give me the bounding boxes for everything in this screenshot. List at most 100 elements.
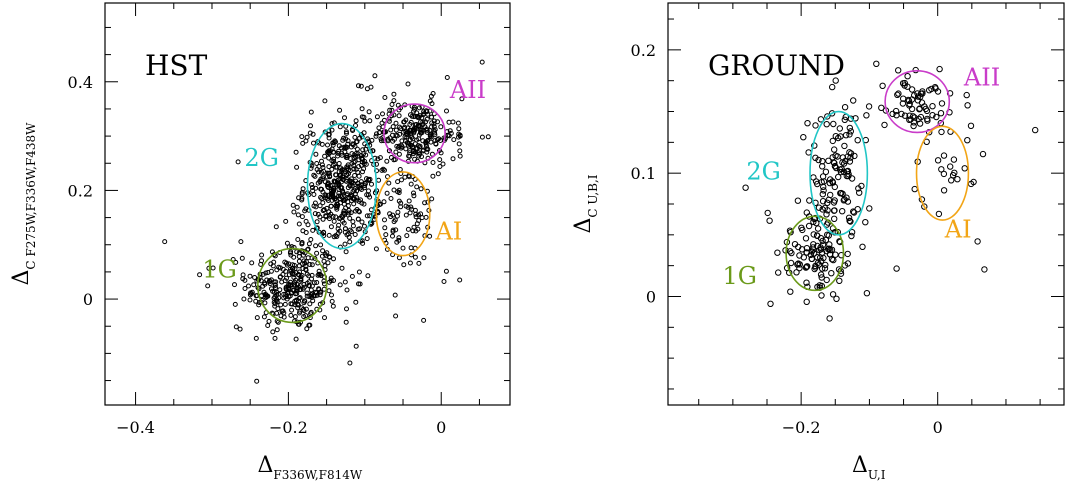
data-point (394, 143, 400, 149)
data-point (787, 288, 794, 295)
data-point (376, 177, 382, 183)
data-point (411, 104, 417, 110)
data-point (812, 154, 819, 162)
data-point (398, 200, 404, 206)
data-point (974, 238, 981, 245)
data-point (317, 214, 323, 220)
data-point (424, 116, 430, 122)
data-point (300, 286, 306, 292)
data-point (321, 258, 327, 264)
data-point (432, 130, 438, 136)
data-point (856, 189, 863, 196)
data-point (826, 179, 833, 187)
data-point (357, 226, 363, 232)
data-point (416, 105, 422, 111)
group-label-ai: AI (944, 215, 972, 243)
data-point (388, 127, 394, 133)
data-point (824, 113, 831, 120)
data-point (451, 137, 457, 143)
data-point (403, 203, 409, 209)
data-point (829, 83, 836, 91)
data-point (815, 204, 823, 211)
data-point (967, 122, 975, 130)
data-point (303, 306, 309, 312)
data-point (324, 196, 330, 202)
data-point (416, 114, 422, 120)
data-point (313, 289, 318, 295)
data-point (337, 282, 343, 288)
data-point (798, 246, 806, 253)
data-point (393, 132, 399, 138)
data-point (457, 153, 463, 159)
data-point (288, 312, 294, 318)
data-point (342, 196, 348, 202)
data-point (361, 161, 367, 167)
data-point (277, 287, 283, 293)
data-point (282, 301, 288, 307)
data-point (914, 97, 922, 104)
data-point (391, 91, 397, 97)
data-point (325, 260, 331, 266)
data-point (294, 249, 300, 255)
data-point (408, 112, 413, 118)
data-point (803, 209, 810, 216)
group-label-1g: 1G (722, 262, 756, 290)
data-point (287, 250, 293, 256)
data-point (254, 315, 260, 321)
data-point (862, 219, 869, 226)
data-point (341, 201, 347, 207)
data-point (310, 131, 316, 137)
data-point (938, 166, 945, 173)
data-point (328, 211, 334, 217)
data-point (272, 301, 278, 307)
data-point (385, 138, 391, 144)
y-axis-label-sub: C U,B,I (586, 174, 600, 217)
group-label-ai: AI (434, 217, 462, 245)
data-point (309, 272, 315, 278)
data-point (357, 281, 363, 287)
data-point (309, 262, 315, 268)
data-point (366, 177, 372, 183)
data-point (840, 197, 847, 204)
data-point (317, 203, 323, 209)
data-point (359, 106, 365, 112)
data-point (366, 109, 372, 115)
data-point (262, 300, 268, 306)
data-point (455, 120, 461, 126)
data-point (249, 260, 255, 266)
data-point (241, 296, 247, 302)
data-point (326, 155, 332, 161)
data-point (421, 255, 427, 261)
data-point (908, 105, 916, 113)
data-point (344, 232, 350, 238)
data-point (823, 221, 831, 228)
data-point (412, 141, 418, 147)
data-point (348, 229, 354, 235)
data-point (911, 185, 918, 193)
group-ellipse-1g (785, 215, 845, 292)
data-point (246, 283, 251, 289)
data-point (382, 167, 387, 173)
group-ellipse-ai (375, 171, 431, 257)
data-point (427, 133, 433, 139)
data-point (412, 106, 417, 112)
data-point (336, 148, 342, 154)
data-point (359, 200, 365, 206)
data-point (926, 87, 933, 94)
x-axis-label-sub: F336W,F814W (273, 468, 363, 482)
data-point (805, 149, 812, 156)
data-point (260, 271, 266, 277)
data-point (372, 73, 378, 79)
data-point (350, 219, 356, 225)
data-point (298, 287, 304, 292)
data-point (344, 152, 350, 158)
data-point (742, 184, 749, 191)
data-point (901, 79, 908, 87)
data-point (266, 318, 272, 324)
data-point (859, 243, 866, 251)
data-point (435, 137, 440, 143)
data-point (258, 261, 264, 267)
y-tick-label: 0.2 (631, 41, 656, 60)
data-point (342, 279, 348, 285)
data-point (292, 266, 298, 272)
